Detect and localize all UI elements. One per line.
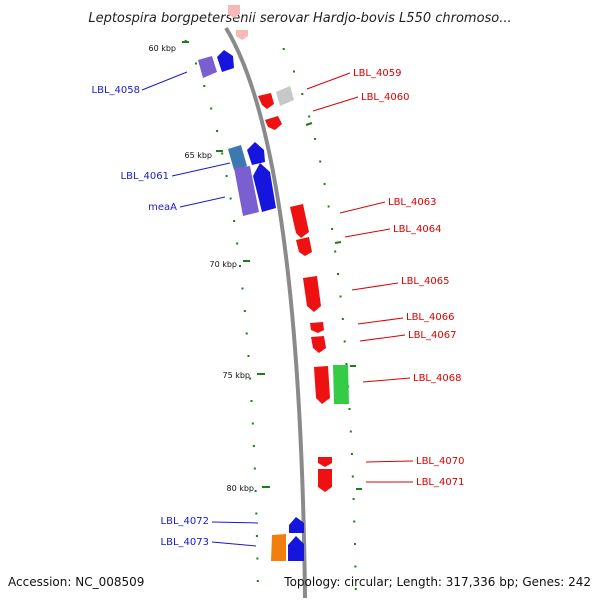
tick-dot <box>354 588 357 590</box>
label-LBL_4065[interactable]: LBL_4065 <box>401 276 449 287</box>
gene-meaA[interactable] <box>234 163 276 216</box>
tick-dot <box>256 580 259 582</box>
gene-LBL_4073[interactable] <box>271 534 304 561</box>
label-LBL_4068[interactable]: LBL_4068 <box>413 373 461 384</box>
label-LBL_4071[interactable]: LBL_4071 <box>416 477 464 488</box>
gene-LBL_4061[interactable] <box>228 142 265 170</box>
gene-LBL_4068[interactable] <box>314 365 349 404</box>
label-meaA[interactable]: meaA <box>148 202 177 213</box>
svg-text:70 kbp: 70 kbp <box>209 260 237 269</box>
gene-LBL_4058[interactable] <box>198 50 234 78</box>
tick-dot <box>345 363 348 365</box>
gene-LBL_4071[interactable] <box>318 469 332 492</box>
tick-dot <box>337 273 339 275</box>
tick-dot <box>354 565 357 568</box>
outer-tick-marks <box>282 48 357 590</box>
tick-dot <box>341 318 344 320</box>
tick-dot <box>353 543 356 545</box>
topology-text: Topology: circular; Length: 317,336 bp; … <box>283 575 591 589</box>
tick-dot <box>233 220 236 222</box>
gene-LBL_4059[interactable] <box>276 86 294 106</box>
tick-dot <box>252 445 255 447</box>
tick-dot <box>301 93 304 95</box>
tick-dot <box>229 197 232 200</box>
label-LBL_4066[interactable]: LBL_4066 <box>406 312 454 323</box>
tick-dot <box>282 48 285 50</box>
tick-dot <box>319 160 322 163</box>
tick-dot <box>251 422 254 425</box>
tick-dot <box>225 175 228 177</box>
tick-dot <box>293 70 295 73</box>
tick-dot <box>351 475 354 478</box>
svg-text:60 kbp: 60 kbp <box>148 44 176 53</box>
tick-dot <box>241 287 244 290</box>
tick-dot <box>254 490 257 492</box>
tick-dot <box>203 85 206 87</box>
chromosome-backbone <box>224 26 307 599</box>
gene-LBL_4063[interactable] <box>290 204 309 238</box>
label-LBL_4059[interactable]: LBL_4059 <box>353 68 401 79</box>
tick-dot <box>247 355 250 357</box>
gene-labels: LBL_4058 LBL_4059 LBL_4060 LBL_4061 meaA… <box>92 68 465 548</box>
tick-dot <box>348 408 351 410</box>
tick-dot <box>350 453 353 455</box>
label-LBL_4072[interactable]: LBL_4072 <box>161 516 209 527</box>
tick-dot <box>253 467 256 470</box>
gene-LBL_4072[interactable] <box>289 517 304 533</box>
inner-tick-marks <box>184 40 259 582</box>
tick-dot <box>236 242 239 245</box>
label-LBL_4061[interactable]: LBL_4061 <box>121 171 169 182</box>
gene-feature-top-pink[interactable] <box>228 5 248 40</box>
kbp-tick-75: 75 kbp <box>222 371 265 380</box>
gene-LBL_4067[interactable] <box>311 336 326 353</box>
tick-dot <box>323 183 326 185</box>
kbp-tick-80: 80 kbp <box>226 484 270 493</box>
label-LBL_4070[interactable]: LBL_4070 <box>416 456 464 467</box>
tick-dot <box>352 498 355 500</box>
gene-LBL_4064[interactable] <box>296 237 312 256</box>
tick-dot <box>255 535 258 537</box>
kbp-tick-70: 70 kbp <box>209 260 250 269</box>
label-LBL_4064[interactable]: LBL_4064 <box>393 224 441 235</box>
tick-dot <box>343 340 346 343</box>
tick-dot <box>249 377 252 380</box>
tick-dot <box>327 205 330 208</box>
tick-dot <box>308 115 311 118</box>
tick-dot <box>210 107 213 110</box>
label-LBL_4060[interactable]: LBL_4060 <box>361 92 409 103</box>
label-LBL_4073[interactable]: LBL_4073 <box>161 537 209 548</box>
tick-dot <box>256 557 259 560</box>
tick-dot <box>250 400 253 402</box>
gene-LBL_4060[interactable] <box>258 93 282 130</box>
tick-dot <box>334 250 337 253</box>
tick-dot <box>239 265 241 267</box>
tick-dot <box>339 295 342 298</box>
accession-text: Accession: NC_008509 <box>8 575 144 589</box>
gene-LBL_4070[interactable] <box>318 457 332 467</box>
gene-LBL_4066[interactable] <box>310 322 324 333</box>
svg-text:65 kbp: 65 kbp <box>184 151 212 160</box>
tick-dot <box>349 430 352 433</box>
outer-tick-dashes <box>305 122 362 490</box>
gene-LBL_4065[interactable] <box>303 276 321 312</box>
svg-text:75 kbp: 75 kbp <box>222 371 250 380</box>
tick-dot <box>195 62 197 65</box>
label-connectors <box>141 71 414 547</box>
tick-dot <box>245 332 248 335</box>
label-LBL_4067[interactable]: LBL_4067 <box>408 330 456 341</box>
tick-dot <box>314 138 317 140</box>
label-LBL_4058[interactable]: LBL_4058 <box>92 85 140 96</box>
kbp-tick-65: 65 kbp <box>184 150 223 160</box>
map-title: Leptospira borgpetersenii serovar Hardjo… <box>88 11 511 26</box>
kbp-tick-60: 60 kbp <box>148 41 189 53</box>
tick-dot <box>353 520 356 523</box>
tick-dot <box>216 130 219 132</box>
tick-dot <box>331 228 334 230</box>
tick-dot <box>243 310 246 312</box>
tick-dot <box>255 512 258 515</box>
label-LBL_4063[interactable]: LBL_4063 <box>388 197 436 208</box>
tick-dot <box>221 152 224 155</box>
svg-text:80 kbp: 80 kbp <box>226 484 254 493</box>
